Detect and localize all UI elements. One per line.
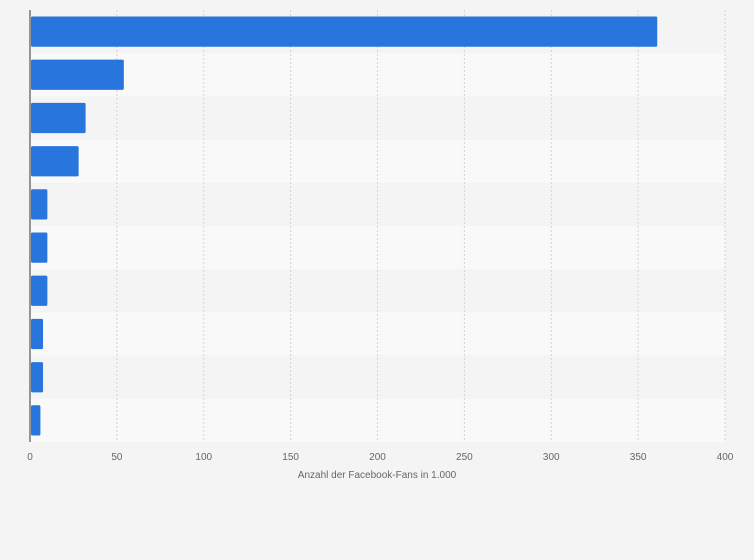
bar[interactable] [31,275,48,306]
bar[interactable] [31,59,124,90]
x-tick-label: 300 [543,452,560,463]
bar[interactable] [31,318,44,350]
x-tick-label: 250 [456,452,473,463]
x-tick-label: 100 [195,452,212,463]
bar[interactable] [31,102,86,134]
x-tick-label: 150 [282,452,299,463]
x-tick-label: 0 [27,452,33,463]
bar[interactable] [31,362,44,393]
bar[interactable] [31,16,658,47]
x-tick-label: 200 [369,452,386,463]
bar[interactable] [31,405,41,436]
x-axis-title: Anzahl der Facebook-Fans in 1.000 [298,470,457,481]
bar[interactable] [31,189,48,220]
bar[interactable] [31,146,79,177]
bars [31,16,658,436]
x-tick-label: 400 [717,452,734,463]
x-tick-label: 50 [111,452,123,463]
x-tick-label: 350 [630,452,647,463]
x-axis-ticks: 0 50 100 150 200 250 300 350 400 [27,452,734,463]
bar[interactable] [31,232,48,263]
